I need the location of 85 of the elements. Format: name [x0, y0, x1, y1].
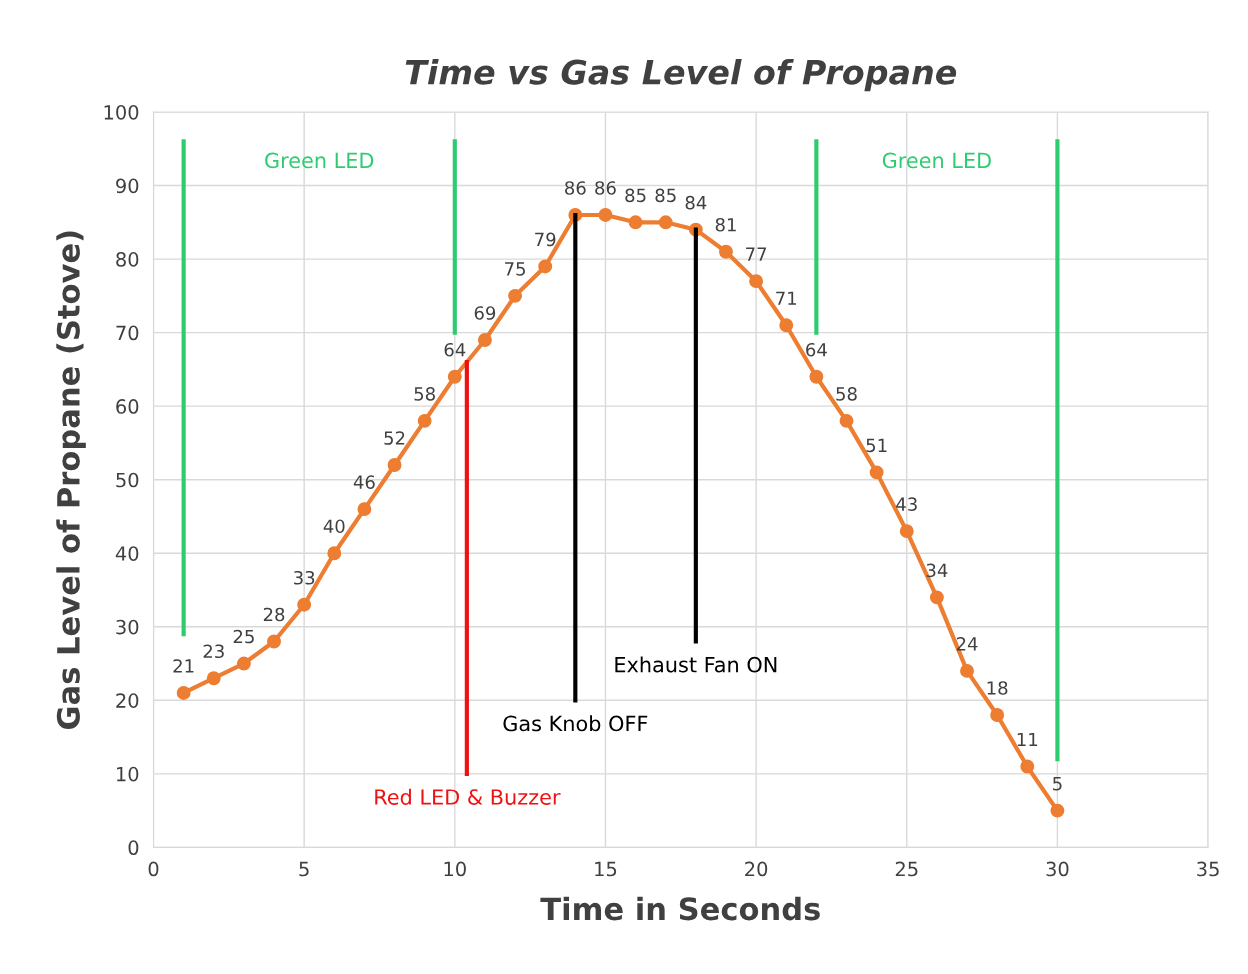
y-axis-title: Gas Level of Propane (Stove)	[56, 231, 86, 729]
data-label: 81	[715, 217, 736, 232]
x-tick-label: 30	[1046, 861, 1069, 877]
point	[929, 590, 944, 605]
point	[206, 671, 221, 686]
x-tick-label: 20	[745, 861, 768, 877]
point	[658, 215, 673, 230]
annotation: Gas Knob OFF	[503, 715, 648, 732]
data-label: 58	[414, 387, 435, 401]
point	[508, 288, 523, 303]
y-tick-label: 10	[117, 766, 139, 782]
point	[960, 663, 974, 678]
data-label: 58	[836, 387, 857, 401]
point	[417, 413, 432, 428]
data-label: 18	[987, 681, 1008, 695]
x-tick-label: 35	[1197, 861, 1219, 877]
point	[749, 274, 764, 289]
x-axis-title: Time in Seconds	[540, 896, 820, 921]
y-tick-label: 100	[104, 104, 139, 120]
data-label: 64	[444, 342, 466, 357]
point	[598, 208, 613, 222]
annotation: Exhaust Fan ON	[615, 656, 777, 673]
data-label: 85	[655, 188, 676, 203]
point	[990, 708, 1005, 722]
y-tick-label: 40	[115, 546, 139, 561]
data-label: 25	[233, 629, 254, 644]
data-label: 86	[595, 181, 616, 195]
point	[387, 458, 402, 472]
point	[1050, 803, 1065, 818]
point	[899, 524, 914, 539]
y-tick-label: 70	[116, 325, 139, 341]
x-tick-label: 5	[299, 861, 309, 877]
point	[538, 259, 553, 274]
data-label: 24	[956, 637, 978, 651]
point	[267, 634, 281, 649]
y-tick-label: 60	[116, 399, 139, 414]
point	[719, 244, 733, 259]
y-tick-label: 80	[116, 252, 139, 267]
data-label: 84	[685, 195, 707, 210]
data-label: 28	[263, 607, 285, 622]
data-label: 64	[806, 342, 827, 357]
data-label: 40	[323, 519, 345, 534]
data-label: 52	[384, 431, 405, 445]
point	[779, 318, 794, 333]
x-tick-label: 15	[595, 861, 617, 877]
y-tick-label: 90	[116, 178, 139, 194]
point	[447, 369, 462, 384]
y-tick-label: 50	[116, 472, 139, 488]
data-label: 51	[866, 438, 887, 453]
chart-title: Time vs Gas Level of Propane	[405, 58, 957, 92]
data-label: 75	[505, 262, 525, 276]
annotation: Green LED	[882, 152, 991, 169]
x-tick-label: 25	[895, 861, 918, 877]
x-tick-label: 0	[148, 861, 159, 877]
y-tick-label: 30	[116, 619, 139, 635]
data-label: 5	[1053, 777, 1062, 791]
annotation: Red LED & Buzzer	[375, 788, 561, 805]
annotation: Green LED	[265, 152, 374, 169]
data-label: 69	[474, 306, 496, 320]
point	[869, 465, 884, 480]
data-label: 33	[294, 570, 315, 585]
data-label: 21	[173, 659, 194, 673]
data-label: 46	[353, 475, 375, 489]
point	[357, 502, 372, 517]
data-label: 34	[926, 563, 948, 578]
data-label: 86	[565, 181, 586, 195]
point	[809, 369, 824, 384]
point	[327, 546, 342, 561]
data-label: 77	[746, 247, 767, 261]
data-label: 79	[535, 232, 556, 247]
point	[839, 413, 854, 428]
data-label: 23	[203, 644, 224, 659]
point	[176, 686, 191, 700]
data-label: 71	[776, 291, 797, 305]
point	[236, 656, 251, 671]
y-tick-label: 20	[116, 693, 139, 708]
data-label: 43	[896, 497, 917, 512]
y-tick-label: 0	[128, 840, 139, 856]
x-tick-label: 10	[444, 861, 466, 877]
point	[297, 597, 312, 612]
point	[628, 215, 643, 230]
point	[477, 333, 492, 347]
data-label: 85	[625, 188, 646, 203]
data-label: 11	[1017, 732, 1038, 747]
point	[1020, 759, 1035, 774]
